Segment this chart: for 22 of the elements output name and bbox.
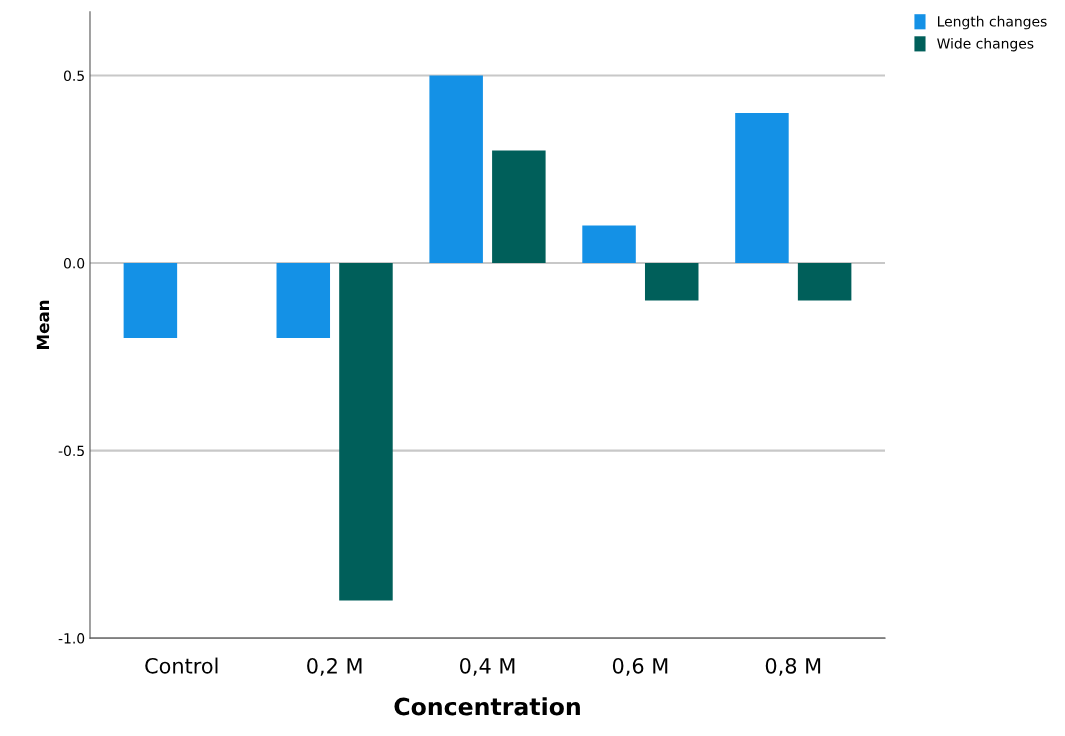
bar bbox=[492, 150, 546, 264]
y-tick-label: 0.5 bbox=[63, 70, 84, 82]
bar bbox=[735, 113, 789, 264]
x-tick-label: Control bbox=[145, 657, 218, 674]
x-tick-label: 0,2 M bbox=[307, 657, 362, 676]
bar bbox=[339, 263, 393, 601]
x-axis-title: Concentration bbox=[394, 697, 580, 716]
bar bbox=[644, 263, 699, 301]
bar bbox=[797, 263, 852, 301]
x-tick-label: 0,6 M bbox=[612, 657, 668, 676]
bar bbox=[123, 263, 178, 339]
x-tick-label: 0,8 M bbox=[765, 657, 821, 676]
x-tick-label: 0,4 M bbox=[460, 657, 515, 676]
legend-label: Length changes bbox=[938, 15, 1047, 30]
bar bbox=[582, 225, 636, 264]
bar bbox=[276, 263, 331, 339]
y-tick-label: -1.0 bbox=[58, 633, 85, 644]
bar bbox=[429, 75, 483, 264]
y-tick-label: 0.0 bbox=[63, 258, 85, 269]
y-tick-label: -0.5 bbox=[58, 445, 84, 457]
legend-label: Wide changes bbox=[937, 37, 1034, 52]
y-axis-title: Mean bbox=[36, 300, 50, 349]
